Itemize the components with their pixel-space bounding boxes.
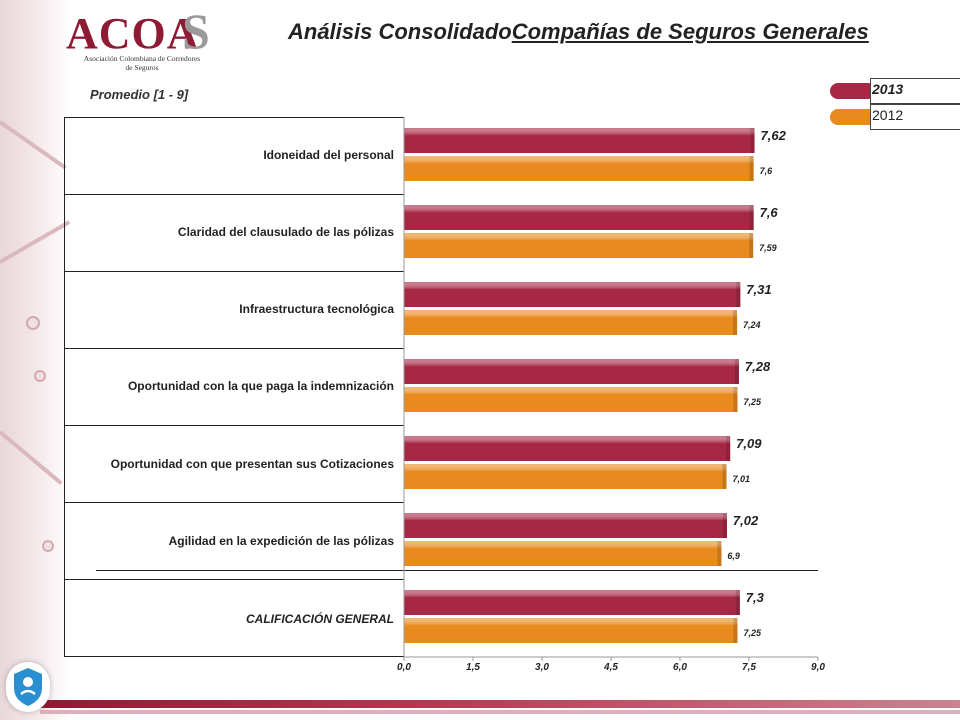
bar-end-shade-2012 — [733, 310, 738, 335]
page-title: Análisis ConsolidadoCompañías de Seguros… — [288, 19, 869, 45]
x-tick-label: 0,0 — [397, 662, 411, 673]
legend-box — [870, 104, 960, 130]
decorative-bottom-bar — [40, 700, 960, 708]
title-part-1: Análisis Consolidado — [288, 19, 512, 44]
chart-subtitle: Promedio [1 - 9] — [90, 87, 189, 102]
legend-item-2013: 2013 — [830, 78, 960, 104]
legend-box — [870, 78, 960, 104]
category-row-line — [64, 425, 404, 426]
category-row-line — [64, 348, 404, 349]
category-label: Infraestructura tecnológica — [239, 302, 394, 316]
acoas-logo: ACOA S Asociación Colombiana de Corredor… — [60, 3, 220, 76]
category-label: Oportunidad con que presentan sus Cotiza… — [110, 457, 394, 471]
x-tick-label: 4,5 — [603, 662, 618, 673]
bar-end-shade-2013 — [750, 128, 755, 153]
decorative-left-band — [0, 0, 70, 720]
title-part-2: Compañías de Seguros Generales — [511, 19, 869, 44]
bar-highlight-2013 — [404, 282, 741, 307]
category-row-line — [64, 502, 404, 503]
logo-s-mark: S — [182, 3, 210, 59]
bar-highlight-2013 — [404, 590, 740, 615]
category-label: Oportunidad con la que paga la indemniza… — [127, 379, 394, 393]
legend-swatch-2012 — [830, 109, 876, 125]
bar-end-shade-2012 — [733, 387, 738, 412]
bar-highlight-2012 — [404, 156, 754, 181]
category-label: Idoneidad del personal — [263, 148, 394, 162]
x-tick-label: 1,5 — [466, 662, 480, 673]
data-label-2013: 7,6 — [760, 205, 779, 220]
x-tick-label: 9,0 — [811, 662, 825, 673]
bar-highlight-2012 — [404, 541, 722, 566]
data-label-2012: 7,24 — [743, 320, 761, 330]
legend-label-2013: 2013 — [872, 81, 904, 97]
bar-end-shade-2012 — [717, 541, 722, 566]
bar-end-shade-2012 — [749, 156, 754, 181]
bar-end-shade-2013 — [726, 436, 731, 461]
data-label-2013: 7,02 — [733, 513, 759, 528]
logo-subtitle: Asociación Colombiana de Corredores de S… — [83, 54, 201, 72]
bar-highlight-2012 — [404, 464, 727, 489]
data-label-2013: 7,09 — [736, 436, 762, 451]
bar-end-shade-2013 — [722, 513, 727, 538]
bar-highlight-2013 — [404, 513, 727, 538]
bar-highlight-2013 — [404, 128, 755, 153]
decorative-circle — [34, 370, 46, 382]
bar-end-shade-2012 — [733, 618, 738, 643]
data-label-2012: 7,25 — [744, 397, 763, 407]
data-label-2012: 6,9 — [727, 551, 740, 561]
data-label-2012: 7,25 — [744, 628, 763, 638]
bar-highlight-2012 — [404, 233, 754, 258]
logo-word: ACOA — [66, 9, 200, 58]
bar-highlight-2012 — [404, 618, 738, 643]
x-tick-label: 6,0 — [673, 662, 687, 673]
category-row-line — [64, 194, 404, 195]
chart-legend: 2013 2012 — [830, 78, 960, 130]
category-row-line — [64, 579, 404, 580]
category-row-line — [64, 656, 404, 657]
data-label-2012: 7,59 — [759, 243, 777, 253]
category-label-general: CALIFICACIÓN GENERAL — [246, 612, 394, 626]
bar-end-shade-2013 — [735, 590, 740, 615]
bar-highlight-2013 — [404, 436, 731, 461]
data-label-2013: 7,62 — [761, 128, 787, 143]
bar-end-shade-2012 — [722, 464, 727, 489]
category-label: Agilidad en la expedición de las pólizas — [168, 534, 394, 548]
bar-end-shade-2013 — [749, 205, 754, 230]
data-label-2012: 7,6 — [760, 166, 774, 176]
category-table-frame — [64, 117, 405, 657]
decorative-bottom-bar-thin — [40, 710, 960, 714]
legend-swatch-2013 — [830, 83, 876, 99]
separator-line — [96, 570, 818, 571]
category-label: Claridad del clausulado de las pólizas — [177, 225, 394, 239]
legend-item-2012: 2012 — [830, 104, 960, 130]
bar-highlight-2013 — [404, 359, 739, 384]
bar-highlight-2012 — [404, 387, 738, 412]
data-label-2012: 7,01 — [732, 474, 750, 484]
category-row-line — [64, 271, 404, 272]
decorative-circle — [42, 540, 54, 552]
bar-highlight-2013 — [404, 205, 754, 230]
shield-logo-icon — [6, 662, 50, 712]
bar-end-shade-2013 — [736, 282, 741, 307]
data-label-2013: 7,31 — [746, 282, 771, 297]
x-tick-label: 7,5 — [742, 662, 756, 673]
legend-label-2012: 2012 — [872, 107, 904, 123]
decorative-circle — [26, 316, 40, 330]
bar-highlight-2012 — [404, 310, 738, 335]
data-label-2013: 7,3 — [746, 590, 765, 605]
x-tick-label: 3,0 — [535, 662, 549, 673]
category-row-line — [64, 117, 404, 118]
data-label-2013: 7,28 — [745, 359, 771, 374]
bar-end-shade-2012 — [749, 233, 754, 258]
bar-end-shade-2013 — [734, 359, 739, 384]
